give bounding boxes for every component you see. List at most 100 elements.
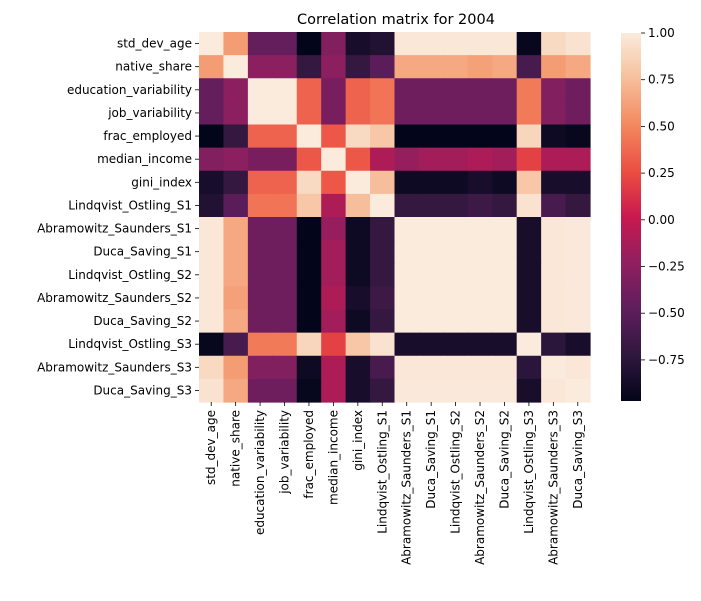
heatmap-cell bbox=[394, 101, 420, 126]
heatmap-cell bbox=[516, 147, 542, 172]
y-tick-label: Abramowitz_Saunders_S3 bbox=[37, 360, 192, 374]
heatmap-cell bbox=[321, 170, 347, 195]
y-tick-label: frac_employed bbox=[103, 129, 192, 143]
heatmap-cell bbox=[199, 124, 225, 149]
heatmap-cell bbox=[370, 217, 396, 241]
heatmap-cell bbox=[345, 55, 371, 79]
heatmap-cell bbox=[418, 170, 444, 195]
heatmap-cell bbox=[247, 170, 273, 195]
heatmap-cell bbox=[541, 286, 567, 311]
heatmap-cell bbox=[345, 286, 371, 311]
colorbar-tick-label: 0.75 bbox=[648, 73, 675, 87]
heatmap-cell bbox=[467, 55, 493, 79]
heatmap-cell bbox=[467, 32, 493, 56]
heatmap-cell bbox=[321, 193, 347, 218]
colorbar-tick-label: −0.50 bbox=[648, 306, 685, 320]
heatmap-cell bbox=[467, 355, 493, 380]
heatmap-cell bbox=[516, 217, 542, 241]
heatmap-cell bbox=[321, 217, 347, 241]
y-tick-label: Abramowitz_Saunders_S2 bbox=[37, 291, 192, 305]
heatmap-cell bbox=[492, 332, 518, 357]
heatmap-cell bbox=[272, 124, 298, 149]
heatmap-cell bbox=[394, 263, 420, 287]
heatmap-cell bbox=[296, 124, 322, 149]
colorbar-tick-label: 0.25 bbox=[648, 166, 675, 180]
x-tick-label: Lindqvist_Ostling_S2 bbox=[449, 410, 463, 534]
heatmap-cell bbox=[492, 170, 518, 195]
heatmap-cell bbox=[370, 78, 396, 102]
heatmap-cell bbox=[467, 101, 493, 126]
heatmap-cell bbox=[516, 332, 542, 357]
heatmap-cell bbox=[394, 286, 420, 311]
colorbar-tick-label: 0.50 bbox=[648, 119, 675, 133]
heatmap-cell bbox=[370, 240, 396, 264]
heatmap-cell bbox=[223, 263, 249, 287]
y-tick-label: native_share bbox=[115, 60, 192, 74]
heatmap-cell bbox=[345, 32, 371, 56]
heatmap-cell bbox=[541, 147, 567, 172]
heatmap-cell bbox=[394, 55, 420, 79]
heatmap-cell bbox=[565, 240, 591, 264]
heatmap-cell bbox=[516, 170, 542, 195]
heatmap-cell bbox=[296, 55, 322, 79]
heatmap-cell bbox=[247, 124, 273, 149]
heatmap-cell bbox=[541, 32, 567, 56]
heatmap-cell bbox=[394, 332, 420, 357]
heatmap-cell bbox=[272, 355, 298, 380]
heatmap-cell bbox=[565, 286, 591, 311]
heatmap-cell bbox=[296, 332, 322, 357]
heatmap-cell bbox=[223, 217, 249, 241]
heatmap-cell bbox=[394, 378, 420, 403]
heatmap-cell bbox=[467, 240, 493, 264]
heatmap-cell bbox=[296, 309, 322, 334]
heatmap-cell bbox=[296, 78, 322, 102]
heatmap-cell bbox=[516, 309, 542, 334]
heatmap-cell bbox=[223, 193, 249, 218]
colorbar-tick-label: 1.00 bbox=[648, 26, 675, 40]
heatmap-cell bbox=[296, 193, 322, 218]
heatmap-cell bbox=[565, 332, 591, 357]
heatmap-cell bbox=[565, 101, 591, 126]
heatmap-cell bbox=[467, 332, 493, 357]
heatmap-cell bbox=[565, 309, 591, 334]
heatmap-cell bbox=[418, 55, 444, 79]
x-tick-label: Duca_Saving_S1 bbox=[424, 410, 438, 509]
colorbar bbox=[621, 33, 641, 401]
heatmap-cell bbox=[394, 124, 420, 149]
heatmap-cell bbox=[370, 147, 396, 172]
heatmap-cell bbox=[443, 55, 469, 79]
heatmap-cell bbox=[541, 55, 567, 79]
heatmap-cell bbox=[565, 55, 591, 79]
heatmap-cell bbox=[296, 355, 322, 380]
x-tick-label: median_income bbox=[326, 410, 340, 505]
heatmap-cell bbox=[296, 217, 322, 241]
x-tick-label: frac_employed bbox=[302, 410, 316, 499]
heatmap-cell bbox=[418, 147, 444, 172]
heatmap-cell bbox=[541, 193, 567, 218]
heatmap-cell bbox=[296, 263, 322, 287]
heatmap-cell bbox=[418, 193, 444, 218]
heatmap-cell bbox=[345, 240, 371, 264]
heatmap-cell bbox=[467, 378, 493, 403]
heatmap-cell bbox=[565, 32, 591, 56]
heatmap-cell bbox=[467, 217, 493, 241]
heatmap-cell bbox=[223, 378, 249, 403]
heatmap-cell bbox=[394, 193, 420, 218]
heatmap-cell bbox=[443, 101, 469, 126]
x-tick-label: Abramowitz_Saunders_S1 bbox=[400, 410, 414, 565]
heatmap-cell bbox=[443, 240, 469, 264]
heatmap-cell bbox=[247, 32, 273, 56]
heatmap-cell bbox=[565, 78, 591, 102]
heatmap-cell bbox=[418, 286, 444, 311]
heatmap-cell bbox=[443, 32, 469, 56]
heatmap-cell bbox=[443, 217, 469, 241]
y-tick-label: median_income bbox=[97, 152, 192, 166]
heatmap-cell bbox=[321, 55, 347, 79]
x-tick-label: Duca_Saving_S2 bbox=[497, 410, 511, 509]
heatmap-cell bbox=[223, 332, 249, 357]
heatmap-cell bbox=[272, 217, 298, 241]
heatmap-cell bbox=[516, 263, 542, 287]
heatmap-cell bbox=[345, 193, 371, 218]
colorbar-tick-label: −0.75 bbox=[648, 353, 685, 367]
heatmap-cell bbox=[247, 286, 273, 311]
